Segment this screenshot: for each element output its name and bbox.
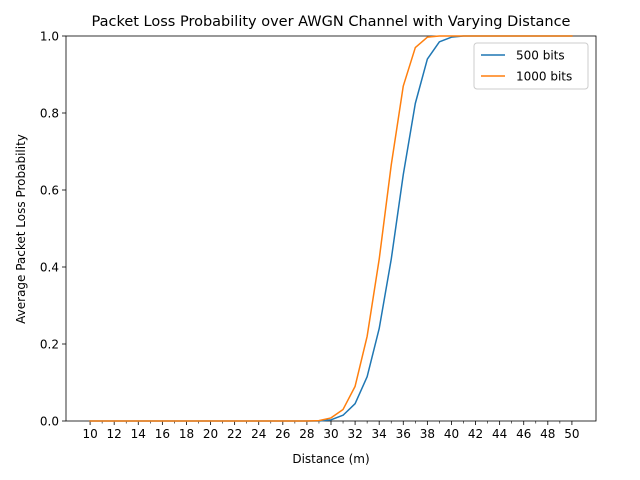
x-tick-label: 40 bbox=[444, 427, 459, 441]
y-tick-label: 0.6 bbox=[40, 184, 59, 198]
y-tick-label: 0.0 bbox=[40, 415, 59, 429]
x-tick-label: 24 bbox=[251, 427, 266, 441]
x-tick-label: 20 bbox=[203, 427, 218, 441]
legend: 500 bits 1000 bits bbox=[473, 42, 589, 90]
x-axis-label: Distance (m) bbox=[292, 452, 369, 466]
series-line-1000-bits bbox=[89, 35, 573, 422]
x-tick-label: 18 bbox=[179, 427, 194, 441]
legend-label: 1000 bits bbox=[516, 70, 572, 84]
x-tick-label: 14 bbox=[131, 427, 146, 441]
x-tick-label: 28 bbox=[299, 427, 314, 441]
x-tick-label: 12 bbox=[107, 427, 122, 441]
x-tick-label: 22 bbox=[227, 427, 242, 441]
x-tick-label: 42 bbox=[468, 427, 483, 441]
x-tick-label: 38 bbox=[420, 427, 435, 441]
y-axis: 0.0 0.2 0.4 0.6 0.8 1.0 bbox=[40, 30, 66, 429]
y-axis-label: Average Packet Loss Probability bbox=[14, 134, 28, 324]
y-tick-label: 0.8 bbox=[40, 107, 59, 121]
x-tick-label: 46 bbox=[516, 427, 531, 441]
series-layer bbox=[89, 35, 573, 422]
y-tick-label: 1.0 bbox=[40, 30, 59, 44]
x-tick-label: 10 bbox=[82, 427, 97, 441]
y-tick-label: 0.2 bbox=[40, 338, 59, 352]
legend-label: 500 bits bbox=[516, 49, 565, 63]
x-tick-label: 48 bbox=[540, 427, 555, 441]
x-tick-label: 34 bbox=[372, 427, 387, 441]
chart-title: Packet Loss Probability over AWGN Channe… bbox=[92, 14, 571, 30]
x-tick-label: 32 bbox=[347, 427, 362, 441]
x-tick-label: 16 bbox=[155, 427, 170, 441]
y-tick-label: 0.4 bbox=[40, 261, 59, 275]
x-axis: 10 12 14 16 18 20 22 24 26 28 30 32 34 36 38 40 42 44 46 48… bbox=[82, 421, 580, 441]
x-tick-label: 26 bbox=[275, 427, 290, 441]
x-tick-label: 50 bbox=[564, 427, 579, 441]
x-tick-label: 36 bbox=[396, 427, 411, 441]
x-tick-label: 30 bbox=[323, 427, 338, 441]
x-tick-label: 44 bbox=[492, 427, 507, 441]
